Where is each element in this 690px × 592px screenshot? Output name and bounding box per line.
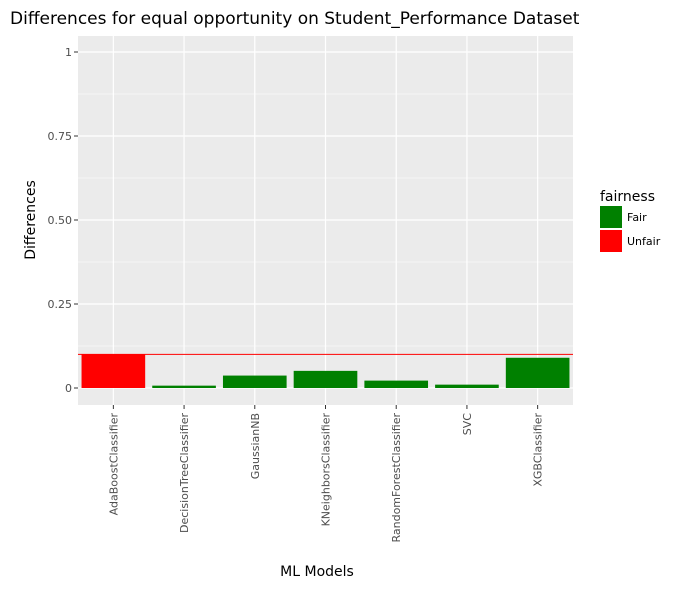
bar-RandomForestClassifier <box>364 380 429 388</box>
x-tick-label: SVC <box>461 413 474 436</box>
legend-key-fair <box>600 206 622 228</box>
bar-KNeighborsClassifier <box>293 370 358 388</box>
y-tick-label: 0.25 <box>48 298 73 311</box>
y-axis: 0 0.25 0.50 0.75 1 <box>48 46 78 395</box>
y-tick-label: 0.75 <box>48 130 73 143</box>
x-tick-label: AdaBoostClassifier <box>107 413 120 516</box>
y-tick-label: 0 <box>65 382 72 395</box>
legend: fairness Fair Unfair <box>600 189 661 252</box>
x-tick-label: DecisionTreeClassifier <box>178 413 191 533</box>
legend-label-fair: Fair <box>627 211 647 224</box>
x-axis: AdaBoostClassifier DecisionTreeClassifier… <box>107 405 545 543</box>
x-tick-label: XGBClassifier <box>532 413 545 487</box>
legend-label-unfair: Unfair <box>627 235 661 248</box>
legend-key-unfair <box>600 230 622 252</box>
x-tick-label: RandomForestClassifier <box>390 413 403 543</box>
bar-SVC <box>435 384 499 388</box>
x-axis-title: ML Models <box>280 564 354 580</box>
x-tick-label: GaussianNB <box>249 413 262 479</box>
bar-GaussianNB <box>222 375 287 388</box>
bar-DecisionTreeClassifier <box>152 385 216 388</box>
chart-title: Differences for equal opportunity on Stu… <box>10 9 580 29</box>
x-tick-label: KNeighborsClassifier <box>320 413 333 527</box>
y-axis-title: Differences <box>23 180 39 259</box>
legend-title: fairness <box>600 189 655 205</box>
y-tick-label: 1 <box>65 46 72 59</box>
bar-AdaBoostClassifier <box>81 354 146 388</box>
y-tick-label: 0.50 <box>48 214 73 227</box>
bars <box>81 354 570 388</box>
bar-XGBClassifier <box>505 357 570 388</box>
